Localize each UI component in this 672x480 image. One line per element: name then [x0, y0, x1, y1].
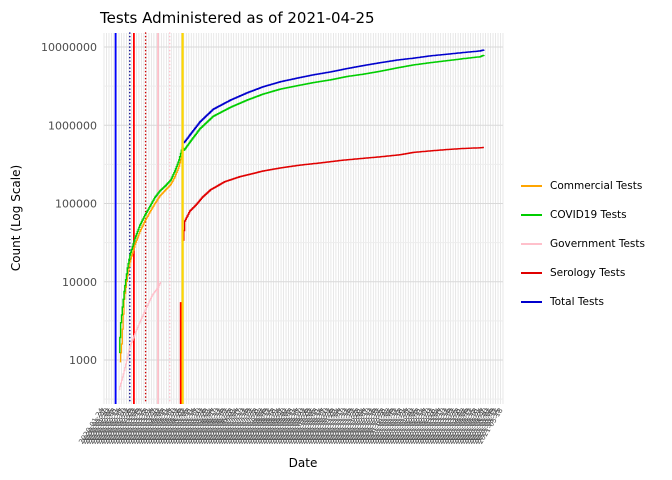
legend-item: Serology Tests: [521, 263, 645, 283]
chart-title: Tests Administered as of 2021-04-25: [100, 9, 375, 27]
series-line: [119, 281, 162, 391]
legend-key-line-covid19: [521, 214, 542, 216]
legend-item: Total Tests: [521, 292, 645, 312]
legend-item-label: Commercial Tests: [550, 180, 643, 192]
x-gridlines: [103, 33, 504, 404]
svg-text:1000: 1000: [69, 354, 97, 367]
legend-item-label: Serology Tests: [550, 267, 626, 279]
svg-text:10000: 10000: [62, 276, 97, 289]
y-major-gridlines: [104, 46, 503, 361]
legend-item: Commercial Tests: [521, 176, 645, 196]
series-line: [119, 152, 183, 363]
legend-key-line-serology: [521, 272, 542, 274]
svg-text:10000000: 10000000: [41, 41, 97, 54]
series-line: [183, 49, 485, 144]
legend-item: Government Tests: [521, 234, 645, 254]
legend-item: COVID19 Tests: [521, 205, 645, 225]
legend: Commercial Tests COVID19 Tests Governmen…: [521, 176, 645, 312]
legend-key-line-commercial: [521, 185, 542, 187]
event-vlines: [114, 32, 171, 405]
x-axis-label: Date: [288, 456, 318, 470]
svg-text:1000000: 1000000: [48, 119, 97, 132]
series-line: [119, 54, 485, 354]
legend-key-line-government: [521, 243, 542, 245]
y-axis-label: Count (Log Scale): [9, 164, 23, 272]
series-line: [183, 146, 484, 241]
legend-item-label: Government Tests: [550, 238, 645, 250]
legend-item-label: COVID19 Tests: [550, 209, 627, 221]
y-tick-labels: 1000 10000 100000 1000000 10000000: [41, 41, 97, 367]
x-tick-labels: 2020-01-242020-01-272020-01-302020-02-02…: [77, 406, 504, 445]
legend-item-label: Total Tests: [550, 296, 605, 308]
legend-key-line-total: [521, 301, 542, 303]
svg-text:100000: 100000: [55, 198, 97, 211]
